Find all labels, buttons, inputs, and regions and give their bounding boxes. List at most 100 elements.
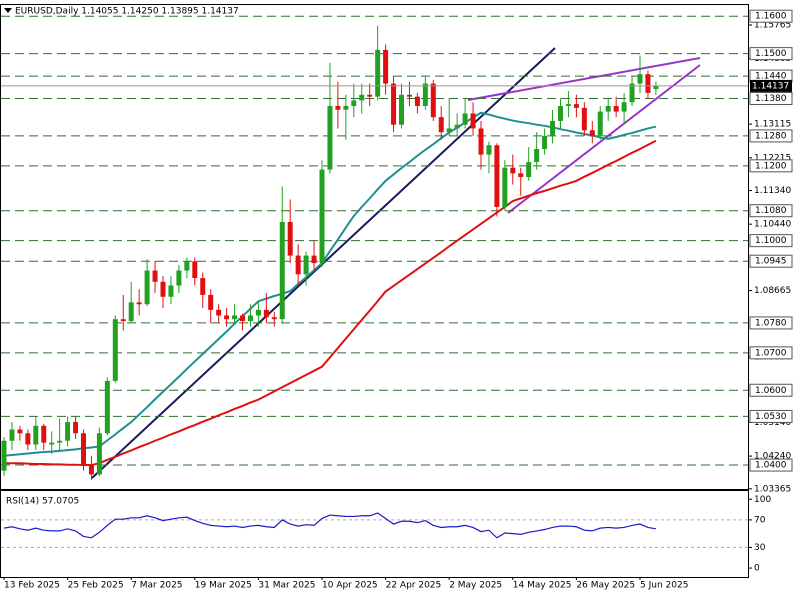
x-tick-label: 2 May 2025	[449, 581, 502, 591]
candle-body	[645, 74, 651, 93]
candle-body	[128, 302, 134, 322]
candle-body	[534, 149, 540, 163]
level-label: 1.1380	[755, 94, 787, 104]
candle-body	[375, 49, 381, 97]
level-label: 1.1080	[755, 206, 787, 216]
level-box	[749, 9, 793, 23]
candle-body	[565, 104, 571, 106]
candle-body	[216, 309, 222, 316]
candle-body	[359, 94, 365, 101]
chart-title: EURUSD,Daily 1.14055 1.14250 1.13895 1.1…	[15, 7, 239, 17]
y-tick-label: 1.11340	[754, 186, 791, 196]
candle-body	[295, 255, 301, 275]
candle-body	[637, 74, 643, 84]
y-tick-label: 1.10440	[754, 220, 791, 230]
candle-body	[414, 96, 420, 106]
candle-body	[152, 270, 158, 282]
candle-body	[526, 162, 532, 178]
level-label: 1.1600	[755, 12, 787, 22]
level-box	[749, 204, 793, 218]
candle-body	[335, 105, 341, 110]
level-label: 1.0600	[755, 386, 787, 396]
level-box	[749, 254, 793, 268]
menu-icon[interactable]	[4, 8, 12, 13]
y-tick-label: 100	[754, 495, 771, 505]
candle-body	[33, 425, 39, 445]
candle-body	[65, 422, 71, 441]
level-box	[749, 346, 793, 360]
candle-body	[597, 111, 603, 136]
rsi-line	[3, 512, 656, 539]
candle-body	[200, 278, 206, 295]
level-box	[749, 234, 793, 248]
candle-body	[303, 255, 309, 275]
x-tick-label: 19 Mar 2025	[195, 581, 252, 591]
y-tick-label: 1.12215	[754, 153, 791, 163]
candle-body	[176, 270, 182, 286]
y-tick-label: 1.04240	[754, 452, 791, 462]
candle-body	[486, 145, 492, 155]
candle-body	[558, 105, 563, 121]
level-box	[749, 92, 793, 106]
x-tick-label: 26 May 2025	[576, 581, 635, 591]
candle-body	[255, 309, 261, 316]
candle-body	[343, 105, 349, 110]
candle-body	[192, 261, 198, 279]
candle-body	[518, 173, 524, 178]
candle-body	[494, 145, 500, 207]
candle-body	[247, 315, 253, 322]
candle-body	[406, 94, 412, 97]
y-tick-label: 30	[754, 543, 766, 553]
candle-body	[96, 433, 102, 475]
y-tick-label: 1.15765	[754, 21, 791, 31]
candle-body	[367, 94, 373, 97]
candle-body	[240, 315, 245, 322]
candle-body	[81, 433, 86, 466]
level-label: 1.0945	[755, 257, 787, 267]
candle-body	[581, 107, 587, 131]
current-price-box	[750, 79, 792, 92]
level-box	[749, 159, 793, 173]
candle-body	[279, 221, 285, 320]
level-box	[749, 316, 793, 330]
candle-body	[104, 380, 110, 434]
level-box	[749, 409, 793, 423]
rsi-panel	[0, 490, 749, 578]
candle-body	[232, 315, 238, 320]
candle-body	[9, 429, 15, 441]
candle-body	[446, 128, 452, 133]
candle-body	[263, 309, 269, 318]
candle-body	[25, 433, 31, 445]
candle-body	[168, 285, 174, 297]
candle-body	[542, 135, 548, 150]
candle-body	[49, 442, 55, 445]
candle-body	[136, 302, 142, 305]
level-label: 1.1200	[755, 161, 787, 171]
candle-body	[462, 113, 468, 125]
candle-body	[57, 440, 63, 443]
candle-body	[470, 113, 476, 129]
x-tick-label: 5 Jun 2025	[640, 581, 688, 591]
level-label: 1.1440	[755, 72, 787, 82]
candle-body	[550, 120, 556, 136]
candle-body	[160, 281, 166, 297]
candle-body	[383, 49, 389, 84]
candle-body	[621, 102, 627, 112]
candle-body	[430, 83, 436, 118]
x-tick-label: 14 May 2025	[513, 581, 572, 591]
candle-body	[653, 85, 659, 89]
level-box	[749, 47, 793, 61]
candle-body	[629, 83, 635, 103]
x-tick-label: 7 Mar 2025	[131, 581, 182, 591]
candle-body	[311, 255, 317, 264]
candle-body	[351, 100, 357, 106]
candle-body	[454, 124, 460, 129]
y-tick-label: 1.03365	[754, 484, 791, 494]
current-price-label: 1.14137	[752, 81, 789, 91]
candle-body	[144, 270, 150, 305]
candle-body	[17, 429, 23, 434]
candle-body	[120, 319, 126, 322]
x-tick-label: 22 Apr 2025	[386, 581, 442, 591]
candle-body	[478, 128, 484, 155]
candle-body	[1, 440, 7, 471]
